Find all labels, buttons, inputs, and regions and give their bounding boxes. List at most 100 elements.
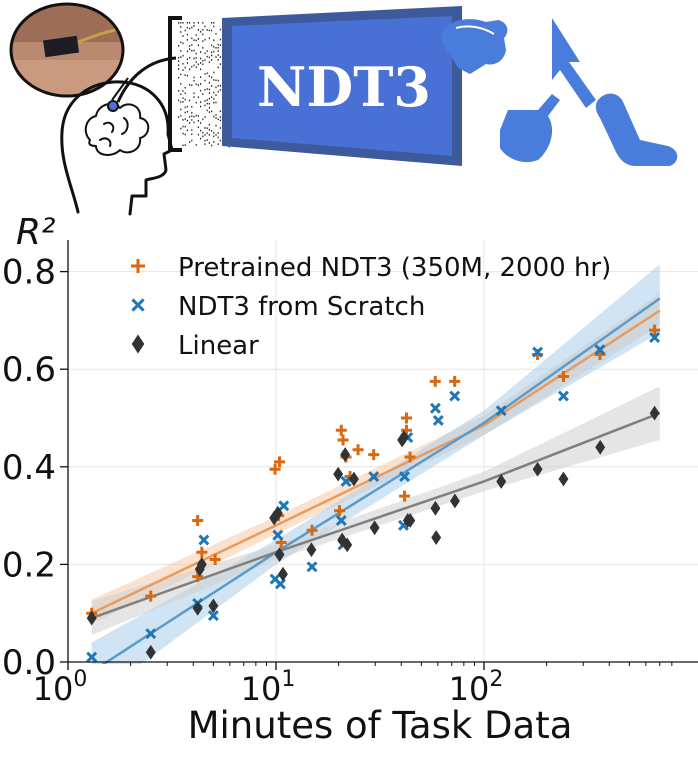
fit-line-2 — [91, 411, 661, 620]
spike-mark — [180, 82, 182, 85]
spike-mark — [211, 110, 213, 113]
spike-mark — [215, 117, 217, 119]
spike-mark — [182, 62, 184, 65]
spike-mark — [211, 22, 213, 24]
x-tick-label-base: 10 — [241, 670, 282, 708]
spike-mark — [204, 79, 206, 82]
data-point-s0 — [269, 463, 281, 475]
spike-mark — [191, 66, 193, 68]
data-point-s2 — [145, 644, 156, 660]
spike-mark — [219, 38, 221, 41]
spike-mark — [182, 97, 184, 99]
spike-mark — [178, 22, 180, 24]
spike-mark — [215, 56, 217, 58]
pointing-hand-icon — [500, 94, 560, 163]
spike-mark — [189, 122, 191, 124]
spike-mark — [215, 101, 217, 104]
data-point-s2 — [208, 598, 219, 614]
spike-mark — [219, 89, 221, 91]
spike-mark — [197, 84, 199, 86]
spike-mark — [213, 141, 215, 143]
data-point-s0 — [274, 456, 286, 468]
spike-mark — [204, 127, 206, 129]
arm-icon — [595, 93, 678, 166]
spike-mark — [197, 63, 199, 66]
spike-mark — [193, 64, 195, 67]
legend-marker-1 — [131, 298, 145, 312]
spike-mark — [211, 76, 213, 79]
spike-mark — [182, 35, 184, 37]
data-point-s1 — [495, 405, 507, 417]
spike-mark — [184, 118, 186, 120]
spike-mark — [191, 106, 193, 108]
spike-mark — [208, 88, 210, 91]
spike-mark — [193, 96, 195, 98]
spike-mark — [204, 134, 206, 136]
fist-icon — [442, 19, 508, 74]
spike-mark — [180, 101, 182, 103]
spike-mark — [217, 132, 219, 134]
spike-mark — [217, 90, 219, 93]
spike-mark — [208, 37, 210, 40]
spike-mark — [197, 119, 199, 122]
spike-mark — [191, 26, 193, 29]
spike-mark — [215, 32, 217, 35]
legend-marker-2 — [131, 334, 145, 354]
spike-mark — [206, 55, 208, 58]
spike-mark — [215, 46, 217, 49]
data-point-s2 — [348, 471, 359, 487]
spike-mark — [204, 116, 206, 118]
data-point-s2 — [496, 474, 507, 489]
spike-mark — [219, 63, 221, 65]
spike-mark — [213, 79, 215, 81]
spike-mark — [208, 134, 210, 136]
spike-mark — [189, 99, 191, 102]
spike-mark — [197, 133, 199, 136]
spike-mark — [178, 56, 180, 59]
spike-mark — [195, 101, 197, 104]
spike-mark — [193, 92, 195, 95]
data-point-s1 — [432, 414, 444, 426]
x-tick-labels: 100 101 102 — [33, 667, 504, 708]
y-axis-label: R² — [16, 212, 55, 253]
fit-line-0 — [91, 309, 661, 615]
spike-mark — [191, 133, 193, 135]
spike-mark — [208, 142, 210, 144]
y-tick-label: 0.0 — [2, 643, 56, 683]
implant-photo — [9, 2, 125, 98]
spike-mark — [182, 132, 184, 135]
data-point-s0 — [429, 375, 441, 387]
spike-mark — [178, 60, 180, 62]
spike-mark — [200, 57, 202, 60]
spike-mark — [202, 135, 204, 138]
spike-mark — [217, 118, 219, 121]
spike-mark — [178, 68, 180, 70]
spike-mark — [182, 42, 184, 45]
spike-mark — [206, 132, 208, 135]
spike-mark — [195, 144, 197, 146]
spike-mark — [178, 44, 180, 47]
spike-mark — [186, 110, 188, 113]
spike-mark — [204, 38, 206, 41]
spike-mark — [213, 50, 215, 53]
data-point-s0 — [400, 412, 412, 424]
spike-mark — [191, 139, 193, 142]
spike-mark — [186, 74, 188, 77]
spike-mark — [213, 135, 215, 138]
spike-mark — [204, 104, 206, 107]
data-point-s2 — [398, 430, 409, 445]
spike-mark — [208, 29, 210, 32]
data-point-s2 — [196, 556, 207, 572]
data-point-s1 — [594, 344, 606, 356]
spike-mark — [202, 33, 204, 36]
spike-mark — [184, 98, 186, 101]
spike-mark — [193, 76, 195, 79]
spike-mark — [200, 76, 202, 78]
spike-mark — [200, 30, 202, 33]
spike-mark — [186, 26, 188, 29]
spike-mark — [184, 111, 186, 114]
spike-mark — [186, 50, 188, 53]
axes — [60, 240, 698, 670]
spike-mark — [184, 106, 186, 109]
spike-mark — [208, 61, 210, 63]
